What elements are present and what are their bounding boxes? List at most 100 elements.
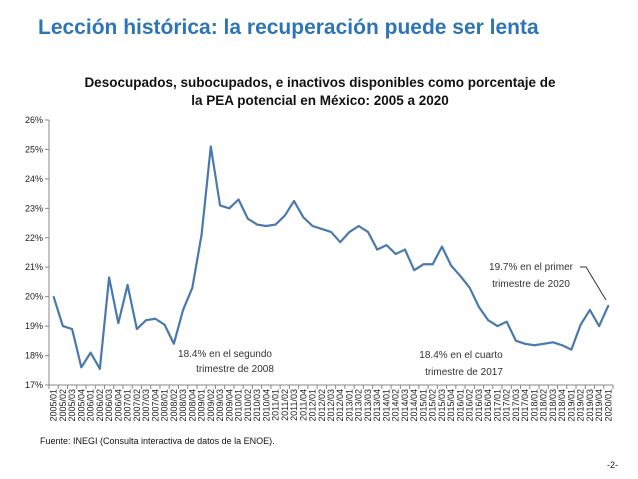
x-axis-tick-labels: 2005/01 2005/02 2005/03 2005/04 2006/01 2006/… (49, 389, 614, 422)
x-tick-label: 2006/04 (113, 389, 123, 422)
data-point (441, 245, 443, 248)
data-point (607, 304, 610, 307)
data-point (89, 351, 92, 354)
data-point (117, 322, 120, 324)
x-tick-label: 2011/01 (271, 389, 281, 421)
data-point (62, 325, 64, 327)
y-tick-label: 18% (25, 351, 43, 361)
data-point (71, 328, 73, 330)
x-tick-label: 2009/01 (197, 389, 207, 422)
data-point (182, 309, 184, 311)
data-point (200, 234, 203, 236)
x-tick-label: 2019/03 (585, 389, 595, 422)
data-point (330, 231, 332, 233)
x-tick-label: 2008/01 (160, 389, 170, 422)
annotation-2020-leader-line (580, 266, 607, 301)
x-tick-label: 2017/01 (492, 389, 502, 422)
data-point (80, 366, 83, 369)
x-tick-label: 2005/03 (67, 389, 77, 422)
x-tick-label: 2007/03 (141, 389, 151, 422)
data-point (173, 342, 175, 345)
y-tick-label: 23% (25, 203, 43, 213)
data-point (265, 225, 268, 227)
chart-title-line-1: Desocupados, subocupados, e inactivos di… (84, 75, 556, 90)
annotation-2017-line-2: trimestre de 2017 (425, 367, 503, 378)
source-note: Fuente: INEGI (Consulta interactiva de d… (40, 436, 275, 446)
x-tick-label: 2011/02 (280, 389, 290, 421)
y-tick-label: 26% (25, 115, 43, 125)
x-tick-label: 2012/03 (326, 389, 336, 422)
x-tick-label: 2008/04 (187, 389, 197, 422)
x-tick-label: 2011/04 (298, 389, 308, 421)
data-point (431, 263, 434, 266)
x-tick-label: 2017/02 (502, 389, 512, 422)
data-point (598, 325, 600, 327)
x-tick-label: 2012/01 (308, 389, 318, 422)
data-point (478, 306, 480, 308)
x-tick-label: 2009/02 (206, 389, 216, 422)
x-tick-label: 2013/02 (354, 389, 364, 422)
chart-title: Desocupados, subocupados, e inactivos di… (40, 74, 600, 110)
data-point (542, 342, 545, 345)
x-tick-label: 2016/04 (483, 389, 493, 422)
chart-axes (45, 119, 614, 389)
data-point (422, 263, 425, 266)
data-point (579, 323, 582, 326)
x-tick-label: 2009/03 (215, 389, 225, 422)
x-tick-label: 2010/02 (243, 389, 253, 422)
data-point (320, 228, 323, 230)
data-point (283, 214, 286, 217)
data-point (228, 207, 231, 210)
data-point (311, 225, 314, 227)
x-tick-label: 2006/02 (95, 389, 105, 422)
x-tick-label: 2012/04 (335, 389, 345, 422)
data-point (237, 198, 240, 201)
x-tick-label: 2012/02 (317, 389, 327, 422)
data-point (376, 248, 379, 251)
data-point (459, 275, 462, 277)
y-tick-label: 24% (25, 174, 43, 184)
x-tick-label: 2015/03 (437, 389, 447, 422)
data-point (191, 287, 194, 289)
x-tick-label: 2018/02 (539, 389, 549, 422)
data-point (154, 317, 157, 320)
y-tick-label: 19% (25, 321, 43, 331)
x-tick-label: 2007/04 (150, 389, 160, 422)
data-point (163, 323, 166, 326)
y-tick-label: 21% (25, 262, 43, 272)
data-point (108, 276, 110, 279)
x-tick-label: 2016/02 (465, 389, 475, 422)
data-point (450, 264, 452, 267)
chart-title-line-2: la PEA potencial en México: 2005 a 2020 (191, 93, 449, 108)
data-point (145, 319, 147, 322)
data-point (357, 225, 360, 227)
x-tick-label: 2018/03 (548, 389, 558, 422)
data-point (468, 287, 471, 289)
data-point (302, 216, 305, 218)
annotation-2008-line-1: 18.4% en el segundo (178, 349, 272, 360)
data-point (533, 344, 536, 347)
data-point (52, 295, 55, 298)
data-point (505, 320, 508, 323)
x-tick-label: 2009/04 (224, 389, 234, 422)
y-tick-label: 25% (25, 144, 43, 154)
x-tick-label: 2008/03 (178, 389, 188, 422)
x-tick-label: 2005/01 (49, 389, 59, 422)
data-point (126, 284, 129, 286)
x-tick-label: 2014/04 (409, 389, 419, 422)
x-tick-label: 2005/04 (76, 389, 86, 422)
x-tick-label: 2017/04 (520, 389, 530, 422)
data-point (339, 241, 342, 243)
data-point (515, 340, 517, 342)
x-tick-label: 2019/04 (594, 389, 604, 422)
data-point (413, 269, 416, 271)
x-tick-label: 2007/02 (132, 389, 142, 422)
series-line (52, 145, 610, 370)
data-point (348, 231, 351, 233)
x-tick-label: 2008/02 (169, 389, 179, 422)
data-point (367, 231, 369, 233)
y-tick-label: 20% (25, 292, 43, 302)
annotation-2017-line-1: 18.4% en el cuarto (419, 350, 503, 361)
annotation-2020-line-1: 19.7% en el primer (489, 262, 574, 273)
x-tick-label: 2020/01 (603, 389, 613, 422)
